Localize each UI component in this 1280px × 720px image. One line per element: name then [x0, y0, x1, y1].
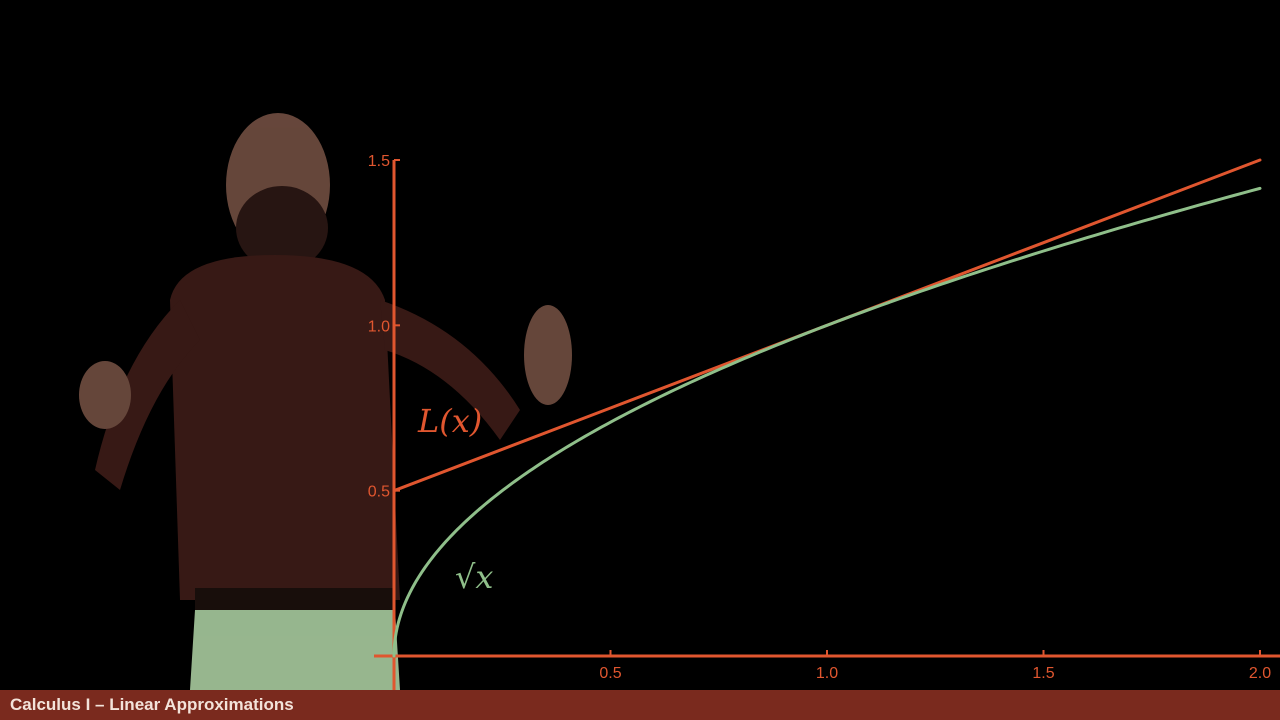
presenter-right-hand: [524, 305, 572, 405]
tangent-line-label: L(x): [417, 402, 482, 440]
presenter-beard: [236, 186, 328, 270]
presenter-left-arm: [95, 300, 200, 490]
presenter-right-arm: [380, 300, 520, 440]
x-tick-label: 1.0: [816, 665, 838, 682]
tick-marks: [394, 159, 1261, 656]
y-tick-label: 1.0: [368, 318, 390, 335]
y-tick-label: 1.5: [368, 153, 390, 170]
tick-labels: 0.5 1.0 1.5 2.0 0.5 1.0 1.5: [368, 153, 1271, 682]
x-tick-label: 1.5: [1032, 665, 1054, 682]
series-group: [392, 158, 1262, 658]
presenter-figure: [79, 113, 572, 690]
linear-approximation-chart: 0.5 1.0 1.5 2.0 0.5 1.0 1.5 L(x) √x: [79, 113, 1280, 690]
presenter-pants: [190, 610, 400, 690]
presenter-torso: [170, 255, 400, 600]
lecture-title: Calculus I – Linear Approximations: [10, 695, 294, 714]
presenter-belt: [195, 588, 395, 610]
y-tick-label: 0.5: [368, 484, 390, 501]
x-tick-label: 2.0: [1249, 665, 1271, 682]
x-tick-label: 0.5: [599, 665, 621, 682]
lecture-title-bar: Calculus I – Linear Approximations: [0, 690, 1280, 720]
sqrt-curve-series: [392, 186, 1262, 658]
sqrt-curve-label: √x: [455, 558, 493, 596]
presenter-left-hand: [79, 361, 131, 429]
